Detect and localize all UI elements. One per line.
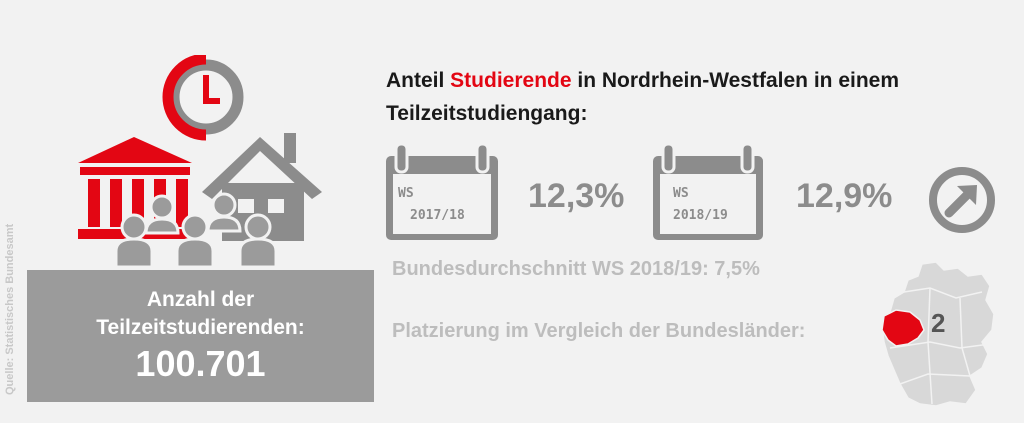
illustration bbox=[78, 55, 322, 269]
share-value-2017-18: 12,3% bbox=[528, 177, 625, 215]
count-box: Anzahl der Teilzeitstudierenden: 100.701 bbox=[27, 270, 374, 402]
calendar-icon bbox=[653, 142, 763, 240]
nrw-region bbox=[881, 309, 925, 347]
people-icon bbox=[114, 192, 278, 269]
source-label: Quelle: Statistisches Bundesamt bbox=[4, 223, 16, 395]
house-icon bbox=[202, 133, 322, 241]
count-label-line2: Teilzeitstudierenden: bbox=[96, 316, 305, 339]
calendar-year: 2018/19 bbox=[673, 208, 728, 223]
ranking-value: 2 bbox=[931, 308, 946, 338]
ranking-label: Platzierung im Vergleich der Bundeslände… bbox=[392, 320, 806, 342]
count-label: Anzahl der Teilzeitstudierenden: bbox=[27, 270, 374, 342]
clock-icon bbox=[162, 55, 244, 141]
calendar-ws-2017-18: WS 2017/18 bbox=[384, 142, 500, 242]
calendar-label: WS bbox=[398, 186, 414, 201]
page-title: Anteil Studierende in Nordrhein-Westfale… bbox=[386, 64, 986, 130]
title-highlight: Studierende bbox=[450, 69, 572, 92]
count-value: 100.701 bbox=[135, 343, 266, 384]
arrow-up-right-icon bbox=[929, 167, 995, 233]
calendar-icon bbox=[386, 142, 498, 240]
title-part1: Anteil bbox=[386, 69, 451, 92]
calendar-year: 2017/18 bbox=[410, 208, 465, 223]
calendar-ws-2018-19: WS 2018/19 bbox=[651, 142, 765, 242]
share-value-2018-19: 12,9% bbox=[796, 177, 893, 215]
title-part2: in Nordrhein-Westfalen in einem Teilzeit… bbox=[386, 69, 900, 125]
calendar-label: WS bbox=[673, 186, 689, 201]
germany-map-icon bbox=[881, 261, 995, 407]
count-label-line1: Anzahl der bbox=[146, 288, 255, 311]
federal-average: Bundesdurchschnitt WS 2018/19: 7,5% bbox=[392, 258, 760, 280]
